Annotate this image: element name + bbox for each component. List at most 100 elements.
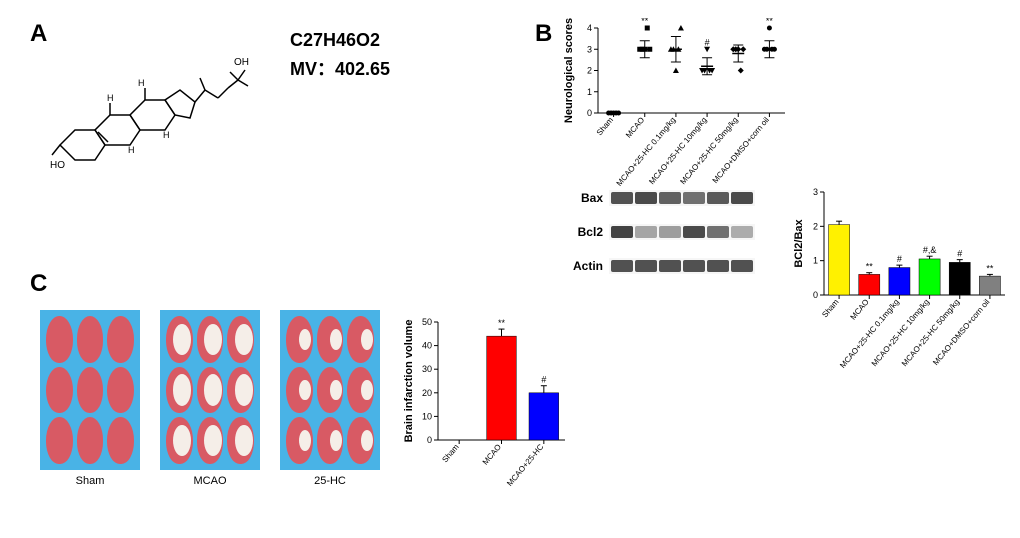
blot-band — [707, 226, 729, 238]
svg-text:MCAO: MCAO — [848, 298, 870, 322]
panel-label-c: C — [30, 270, 47, 298]
infarct-region — [235, 324, 253, 355]
svg-text:MCAO+DMSO+corn oil: MCAO+DMSO+corn oil — [931, 297, 991, 367]
svg-text:1: 1 — [813, 256, 818, 266]
scientific-figure: { "panel_labels": { "A": "A", "B": "B", … — [0, 0, 1020, 538]
svg-text:Sham: Sham — [595, 115, 616, 137]
svg-text:1: 1 — [587, 87, 592, 97]
svg-text:#: # — [957, 249, 962, 259]
slice-column — [40, 310, 140, 470]
svg-text:MCAO: MCAO — [481, 443, 503, 467]
svg-text:MCAO+DMSO+corn oil: MCAO+DMSO+corn oil — [711, 115, 771, 185]
infarct-region — [361, 329, 373, 350]
blot-lanes — [609, 224, 755, 240]
infarct-region — [235, 425, 253, 456]
brain-slice — [166, 316, 193, 363]
blot-band — [611, 226, 633, 238]
svg-text:50: 50 — [422, 317, 432, 327]
svg-text:40: 40 — [422, 341, 432, 351]
blot-band — [611, 192, 633, 204]
svg-text:10: 10 — [422, 411, 432, 421]
blot-band — [731, 226, 753, 238]
blot-band — [659, 226, 681, 238]
blot-band — [731, 260, 753, 272]
infarct-region — [361, 380, 373, 401]
western-blot: Bax Bcl2 Actin — [565, 190, 755, 292]
infarct-region — [299, 380, 311, 401]
brain-slice — [347, 417, 374, 464]
brain-slice — [347, 367, 374, 414]
brain-slice — [166, 417, 193, 464]
svg-text:MCAO+25-HC: MCAO+25-HC — [505, 442, 545, 488]
blot-label: Bax — [565, 191, 609, 205]
svg-text:Neurological scores: Neurological scores — [563, 18, 575, 123]
svg-text:#: # — [897, 254, 902, 264]
svg-text:H: H — [163, 130, 170, 140]
blot-label: Bcl2 — [565, 225, 609, 239]
brain-slice — [77, 417, 104, 464]
blot-row-actin: Actin — [565, 258, 755, 274]
brain-slice — [197, 367, 224, 414]
blot-band — [707, 192, 729, 204]
svg-text:2: 2 — [587, 66, 592, 76]
brain-slice — [286, 417, 313, 464]
slice-column — [160, 310, 260, 470]
brain-slices: ShamMCAO25-HC — [40, 310, 390, 500]
infarct-region — [330, 329, 342, 350]
svg-text:3: 3 — [587, 44, 592, 54]
brain-slice — [166, 367, 193, 414]
svg-text:MCAO+25-HC 0.1mg/kg: MCAO+25-HC 0.1mg/kg — [838, 298, 901, 370]
brain-slice — [46, 417, 73, 464]
svg-text:20: 20 — [422, 388, 432, 398]
brain-slice — [286, 367, 313, 414]
infarct-region — [299, 329, 311, 350]
brain-slice — [317, 316, 344, 363]
svg-text:2: 2 — [813, 221, 818, 231]
infarct-region — [173, 374, 191, 405]
svg-text:0: 0 — [587, 108, 592, 118]
infarct-region — [235, 374, 253, 405]
svg-text:HO: HO — [50, 160, 65, 171]
svg-text:**: ** — [986, 263, 994, 273]
svg-text:Sham: Sham — [440, 442, 461, 464]
svg-text:Brain infarction volume: Brain infarction volume — [403, 320, 415, 443]
svg-text:0: 0 — [427, 435, 432, 445]
svg-text:#: # — [541, 375, 546, 385]
molecular-formula: C27H46O2 — [290, 30, 380, 51]
brain-slice — [317, 417, 344, 464]
svg-text:BCl2/Bax: BCl2/Bax — [793, 218, 805, 267]
brain-slice — [197, 417, 224, 464]
blot-band — [635, 226, 657, 238]
svg-text:**: ** — [498, 318, 506, 328]
infarct-region — [330, 430, 342, 451]
blot-band — [635, 192, 657, 204]
svg-text:30: 30 — [422, 364, 432, 374]
slice-column — [280, 310, 380, 470]
brain-slice — [227, 417, 254, 464]
brain-slice — [46, 367, 73, 414]
svg-text:OH: OH — [234, 57, 249, 68]
infarct-region — [204, 425, 222, 456]
infarct-volume-chart: 0 10 20 30 40 50 Brain infarction volume Sham **… — [400, 310, 570, 520]
svg-text:MCAO+25-HC 50mg/kg: MCAO+25-HC 50mg/kg — [900, 298, 961, 369]
brain-slice — [286, 316, 313, 363]
svg-text:MCAO: MCAO — [624, 116, 646, 140]
blot-band — [635, 260, 657, 272]
brain-slice — [317, 367, 344, 414]
svg-text:#,&: #,& — [923, 245, 937, 255]
brain-slice — [107, 316, 134, 363]
svg-text:H: H — [128, 145, 135, 155]
blot-lanes — [609, 190, 755, 206]
brain-slice — [77, 367, 104, 414]
blot-band — [659, 192, 681, 204]
svg-text:4: 4 — [587, 23, 592, 33]
svg-text:H: H — [107, 93, 114, 103]
blot-band — [683, 260, 705, 272]
blot-label: Actin — [565, 259, 609, 273]
bcl2-bax-chart: 0123BCl2/BaxSham**MCAO#MCAO+25-HC 0.1mg/… — [790, 180, 1010, 390]
svg-text:**: ** — [866, 262, 874, 272]
svg-text:MCAO+25-HC 10mg/kg: MCAO+25-HC 10mg/kg — [647, 116, 708, 187]
infarct-region — [361, 430, 373, 451]
brain-slice — [107, 367, 134, 414]
blot-band — [683, 226, 705, 238]
